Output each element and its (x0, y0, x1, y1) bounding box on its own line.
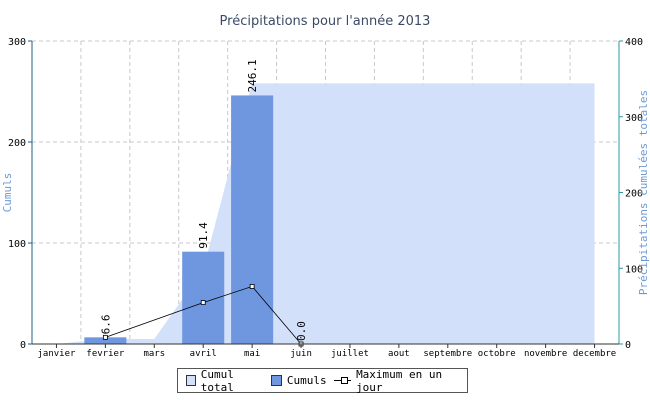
bar-label-avril: 91.4 (197, 222, 210, 249)
x-tick-label-fevrier: fevrier (86, 349, 125, 359)
chart-title: Précipitations pour l'année 2013 (219, 14, 431, 29)
legend-swatch-cumuls (270, 375, 282, 386)
x-tick-label-mai: mai (244, 349, 260, 359)
max-point (102, 334, 108, 340)
line-maximum-jour (105, 285, 302, 345)
x-tick-label-aout: aout (388, 349, 410, 359)
x-tick-label-mars: mars (143, 349, 165, 359)
y-tick-label-right: 400 (625, 37, 643, 48)
legend-label-cumuls: Cumuls (286, 374, 327, 387)
y-tick-label-left: 200 (8, 138, 26, 149)
legend-item-max: Maximum en un jour (333, 367, 460, 394)
legend-swatch-total (186, 375, 196, 386)
area-cumul-total (56, 83, 595, 345)
chart-legend: Cumul total Cumuls Maximum en un jour (177, 367, 468, 394)
bar-label-mai: 246.1 (246, 59, 259, 92)
y-tick-label-right: 0 (625, 340, 631, 351)
legend-label-total: Cumul total (200, 367, 234, 394)
x-tick-label-janvier: janvier (37, 349, 76, 359)
bar-fevrier (84, 337, 127, 344)
x-tick-label-juin: juin (290, 349, 312, 359)
x-tick-label-avril: avril (190, 349, 217, 359)
max-point (200, 300, 206, 305)
y-tick-label-left: 0 (20, 340, 26, 351)
bar-label-fevrier: 6.6 (99, 314, 112, 334)
max-point (249, 284, 255, 289)
y-tick-label-left: 300 (8, 37, 26, 48)
x-tick-label-novembre: novembre (524, 349, 567, 359)
x-tick-label-decembre: decembre (573, 349, 616, 359)
legend-item-cumuls: Cumuls (270, 374, 327, 387)
y-axis-title-right: Précipitations cumulées totales (637, 90, 650, 295)
y-tick-label-right: 300 (625, 113, 643, 124)
y-tick-label-left: 100 (8, 239, 26, 250)
y-tick-label-right: 200 (625, 189, 643, 200)
x-tick-label-juillet: juillet (331, 349, 369, 359)
y-tick-label-right: 100 (625, 264, 643, 275)
legend-swatch-max (333, 375, 352, 386)
x-tick-label-septembre: septembre (423, 349, 472, 359)
legend-label-max: Maximum en un jour (356, 367, 443, 394)
y-axis-title-left: Cumuls (1, 173, 14, 213)
bar-label-juin: 0.0 (295, 321, 308, 341)
bar-mai (231, 95, 274, 345)
legend-item-total: Cumul total (186, 368, 264, 394)
x-tick-label-octobre: octobre (478, 349, 516, 359)
